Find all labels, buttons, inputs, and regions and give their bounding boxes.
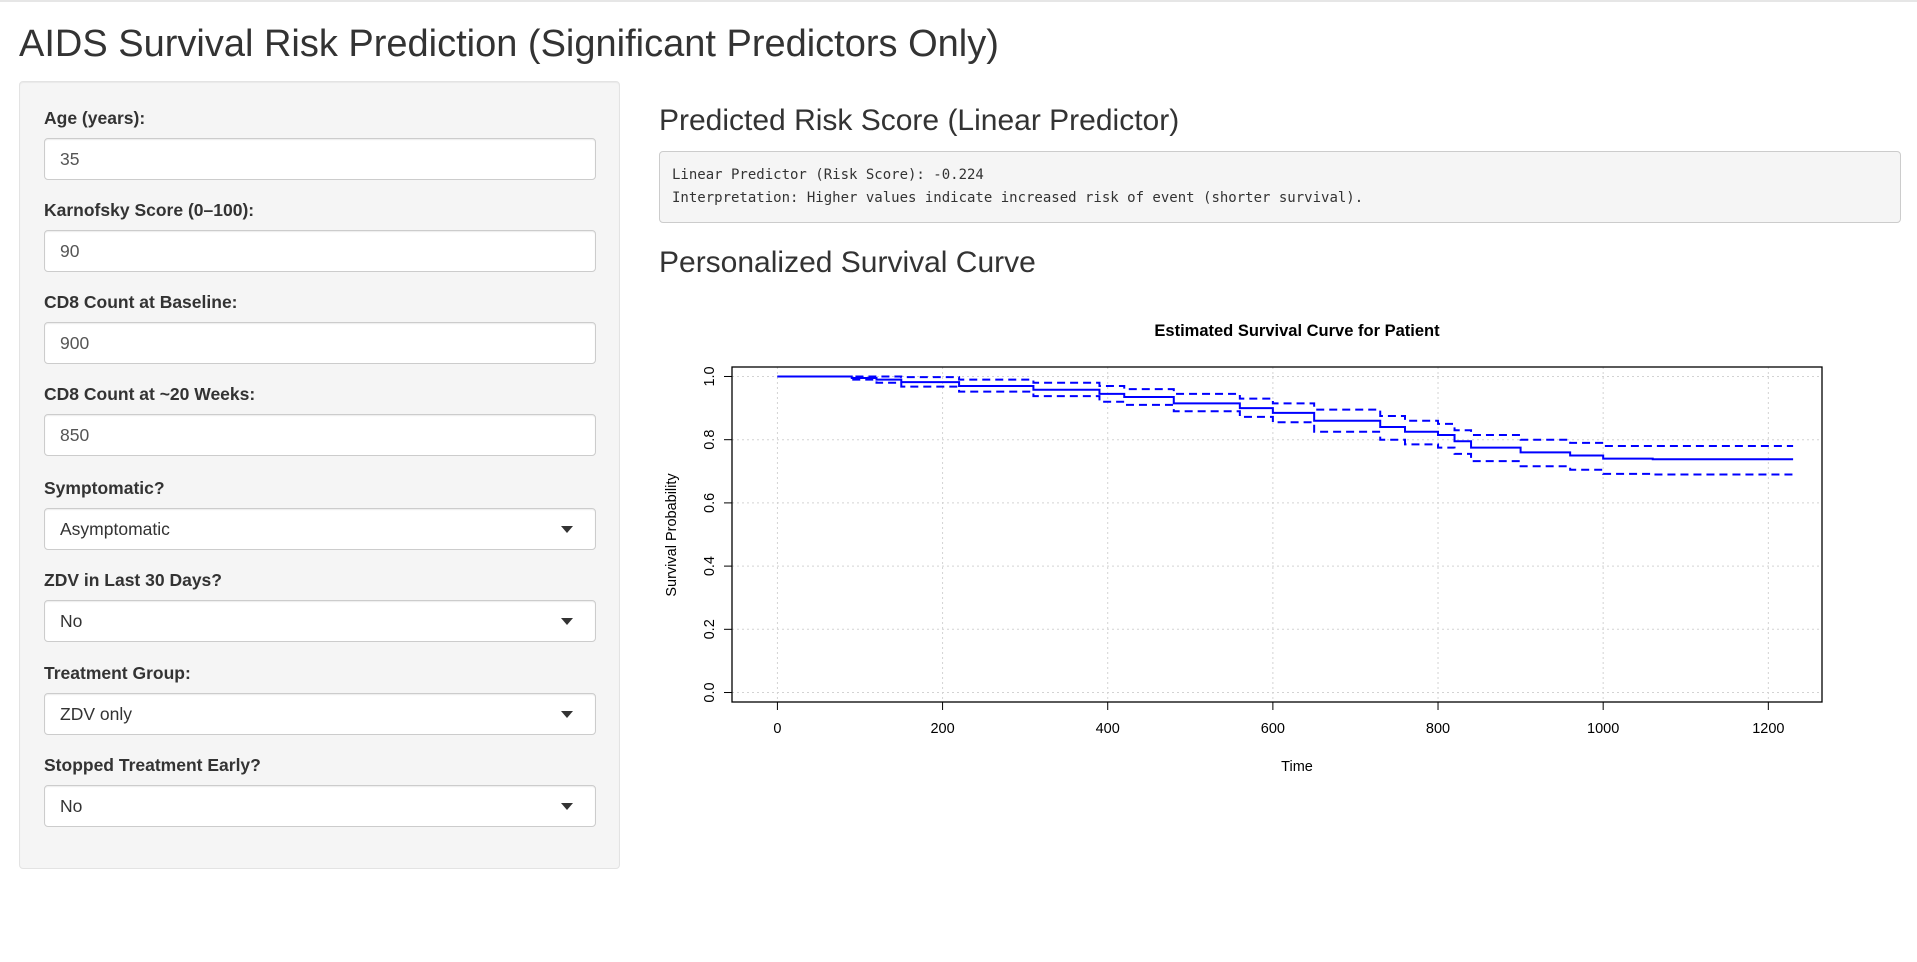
plot-frame — [731, 366, 1823, 703]
age-label: Age (years): — [44, 108, 146, 128]
cd8-20wk-input-value: 850 — [60, 424, 90, 445]
x-tick-label: 600 — [1261, 721, 1285, 737]
x-tick-label: 800 — [1426, 721, 1450, 737]
survival-plot-svg: Estimated Survival Curve for Patient 0 20… — [664, 322, 1823, 775]
zdv30-label: ZDV in Last 30 Days? — [44, 570, 222, 590]
zdv30-select[interactable]: No — [44, 600, 596, 642]
top-border — [0, 0, 1917, 2]
symptomatic-selected: Asymptomatic — [60, 518, 170, 539]
risk-score-output: Linear Predictor (Risk Score): -0.224 Int… — [659, 151, 1901, 223]
zdv30-selected: No — [60, 610, 83, 631]
survival-lower-line — [777, 375, 1794, 476]
cd8-20wk-label: CD8 Count at ~20 Weeks: — [44, 384, 256, 404]
x-axis: 0 200 400 600 800 1000 1200 — [773, 702, 1784, 737]
chevron-down-icon — [561, 525, 573, 533]
cd8-baseline-input-value: 900 — [60, 332, 90, 353]
stopped-selected: No — [60, 795, 83, 816]
symptomatic-label: Symptomatic? — [44, 478, 165, 498]
karnofsky-input-value: 90 — [60, 240, 80, 261]
survival-estimate-line — [777, 375, 1794, 461]
y-tick-label: 0.4 — [702, 556, 718, 576]
chart-title: Estimated Survival Curve for Patient — [1154, 322, 1440, 340]
y-tick-label: 0.6 — [702, 493, 718, 513]
y-tick-label: 0.0 — [702, 682, 718, 702]
survival-curve-heading: Personalized Survival Curve — [659, 246, 1036, 279]
treatment-selected: ZDV only — [60, 703, 132, 724]
symptomatic-select[interactable]: Asymptomatic — [44, 508, 596, 550]
grid-layer — [732, 367, 1822, 702]
risk-score-heading: Predicted Risk Score (Linear Predictor) — [659, 104, 1180, 137]
treatment-select[interactable]: ZDV only — [44, 693, 596, 735]
treatment-label: Treatment Group: — [44, 663, 191, 683]
y-axis: 0.0 0.2 0.4 0.6 0.8 1.0 — [702, 366, 732, 703]
cd8-baseline-label: CD8 Count at Baseline: — [44, 292, 238, 312]
cd8-baseline-input[interactable]: 900 — [44, 322, 596, 364]
y-tick-label: 0.2 — [702, 619, 718, 639]
series-layer — [777, 375, 1794, 476]
interpretation-line: Interpretation: Higher values indicate i… — [672, 190, 1364, 206]
survival-plot: Estimated Survival Curve for Patient 0 20… — [659, 300, 1901, 796]
x-axis-label: Time — [1281, 759, 1313, 775]
age-input[interactable]: 35 — [44, 138, 596, 180]
stopped-select[interactable]: No — [44, 785, 596, 827]
survival-upper-line — [777, 375, 1794, 448]
cd8-20wk-input[interactable]: 850 — [44, 414, 596, 456]
y-tick-label: 1.0 — [702, 366, 718, 386]
risk-score-line: Linear Predictor (Risk Score): -0.224 — [672, 167, 984, 183]
y-axis-label: Survival Probability — [664, 473, 680, 597]
karnofsky-input[interactable]: 90 — [44, 230, 596, 272]
x-tick-label: 400 — [1096, 721, 1120, 737]
x-tick-label: 1200 — [1752, 721, 1784, 737]
stopped-label: Stopped Treatment Early? — [44, 755, 261, 775]
y-tick-label: 0.8 — [702, 430, 718, 450]
x-tick-label: 200 — [930, 721, 954, 737]
input-sidebar: Age (years): 35 Karnofsky Score (0–100):… — [19, 81, 620, 869]
chevron-down-icon — [561, 617, 573, 625]
karnofsky-label: Karnofsky Score (0–100): — [44, 200, 255, 220]
x-tick-label: 0 — [773, 721, 781, 737]
x-tick-label: 1000 — [1587, 721, 1619, 737]
age-input-value: 35 — [60, 148, 80, 169]
chevron-down-icon — [561, 710, 573, 718]
page-title: AIDS Survival Risk Prediction (Significa… — [19, 23, 999, 65]
chevron-down-icon — [561, 802, 573, 810]
